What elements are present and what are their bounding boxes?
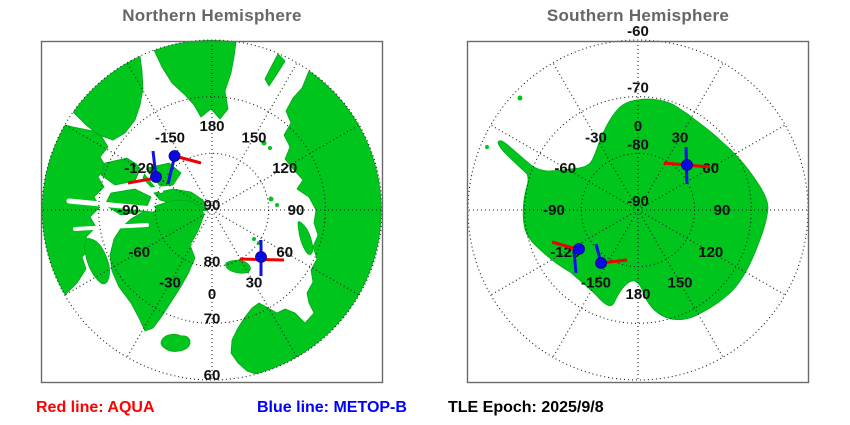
landmass <box>72 55 144 141</box>
meridian-line <box>552 209 639 358</box>
meridian-line <box>637 209 786 296</box>
map-labels: 0306090120150180-30-60-90-120-150-60-70-… <box>543 23 730 303</box>
landmass-group <box>485 95 769 321</box>
landmass <box>225 259 251 274</box>
meridian-line <box>637 209 724 358</box>
meridian-line <box>552 62 639 211</box>
lon-label: -150 <box>581 275 611 292</box>
legend-blue-metopb: Blue line: METOP-B <box>257 399 407 416</box>
lon-label: -90 <box>117 202 139 219</box>
island <box>517 95 523 101</box>
lon-label: -60 <box>554 160 576 177</box>
landmass <box>264 53 286 87</box>
lon-label: 0 <box>634 118 642 135</box>
lon-label: 90 <box>288 202 305 219</box>
lon-label: -120 <box>124 160 154 177</box>
island <box>268 146 272 150</box>
latitude-circle <box>98 96 326 324</box>
meridian-line <box>126 62 213 211</box>
north-map-title: Northern Hemisphere <box>122 6 302 25</box>
lon-label: 60 <box>702 160 719 177</box>
lon-label: 150 <box>667 275 692 292</box>
southern-hemisphere-map: 0 30 60 90 120 150 180 -30 -60 -90 -120 -150 -60 -70-… <box>466 23 810 384</box>
landmass <box>84 238 110 285</box>
landmass <box>109 199 205 332</box>
map-labels: 180 150 120 90 60 30 0 -30 -60 -90 -120-150 90 80 70 6… <box>117 118 304 384</box>
sea-channel <box>142 54 166 86</box>
sea-channel <box>66 198 156 212</box>
meridian-line <box>126 209 213 358</box>
lat-label: 80 <box>204 254 221 271</box>
lat-label: 70 <box>204 310 221 327</box>
satellite-marker <box>594 243 628 269</box>
island <box>252 237 256 241</box>
satellite-position-dot <box>573 243 585 255</box>
northern-hemisphere-map: 180 150 120 90 60 30 0 -30 -60 -90 -120 -150 90 80 70 6… <box>40 39 384 384</box>
metopb-track-segment <box>572 250 578 274</box>
lon-label: -90 <box>543 202 565 219</box>
map-frame <box>466 40 810 384</box>
lat-label: 60 <box>204 367 221 384</box>
satellite-marker <box>551 240 585 274</box>
satellite-position-dot <box>681 159 693 171</box>
lat-label: -70 <box>627 80 649 97</box>
landmass <box>230 70 382 375</box>
meridian-line <box>211 209 298 358</box>
lon-label: -30 <box>159 275 181 292</box>
lon-label: 60 <box>276 244 293 261</box>
lat-label: -90 <box>627 193 649 210</box>
map-frame <box>40 40 384 384</box>
meridian-line <box>637 124 786 211</box>
lat-label: 90 <box>204 197 221 214</box>
meridian-line <box>64 209 213 296</box>
island <box>485 145 489 149</box>
tle-epoch-label: TLE Epoch: 2025/9/8 <box>448 399 604 416</box>
island <box>261 140 267 146</box>
south-map-svg: 0306090120150180-30-60-90-120-150-60-70-… <box>466 23 810 384</box>
satellite-position-dot <box>150 171 162 183</box>
landmass <box>297 221 314 255</box>
lon-label: 30 <box>672 129 689 146</box>
satellite-marker <box>663 146 711 185</box>
satellite-position-dot <box>255 251 267 263</box>
north-map-svg: 180 150 120 90 60 30 0 -30 -60 -90 -120-150 90 80 70 6… <box>40 39 384 384</box>
meridian-line <box>211 124 360 211</box>
lon-label: 90 <box>714 202 731 219</box>
lon-label: -30 <box>585 129 607 146</box>
lon-label: 150 <box>241 129 266 146</box>
landmass <box>160 333 191 352</box>
meridian-line <box>490 209 639 296</box>
latitude-circle <box>524 96 752 324</box>
lon-label: 120 <box>272 160 297 177</box>
south-map-title: Southern Hemisphere <box>546 6 730 25</box>
island <box>275 203 279 207</box>
lat-label: -60 <box>627 23 649 40</box>
island <box>209 100 215 106</box>
lon-label: 30 <box>246 275 263 292</box>
sea-channel <box>135 159 163 193</box>
legend-red-aqua: Red line: AQUA <box>36 399 155 416</box>
lon-label: 120 <box>698 244 723 261</box>
satellite-marker <box>166 150 202 185</box>
lon-label: -60 <box>128 244 150 261</box>
meridian-line <box>490 124 639 211</box>
sea-channel <box>73 223 149 231</box>
lon-label: 180 <box>625 286 650 303</box>
satellite-marker <box>239 240 285 276</box>
meridian-line <box>211 62 298 211</box>
landmass <box>153 39 237 120</box>
satellite-marker <box>127 150 162 185</box>
lon-label: 180 <box>199 118 224 135</box>
lat-label: -80 <box>627 136 649 153</box>
lon-label: 0 <box>208 286 216 303</box>
lon-label: -150 <box>155 129 185 146</box>
satellite-position-dot <box>168 150 181 162</box>
satellite-position-dot <box>595 257 607 269</box>
meridian-line <box>211 209 360 296</box>
island <box>268 196 274 202</box>
landmass <box>497 98 769 321</box>
meridian-line <box>637 62 724 211</box>
meridian-line <box>64 124 213 211</box>
